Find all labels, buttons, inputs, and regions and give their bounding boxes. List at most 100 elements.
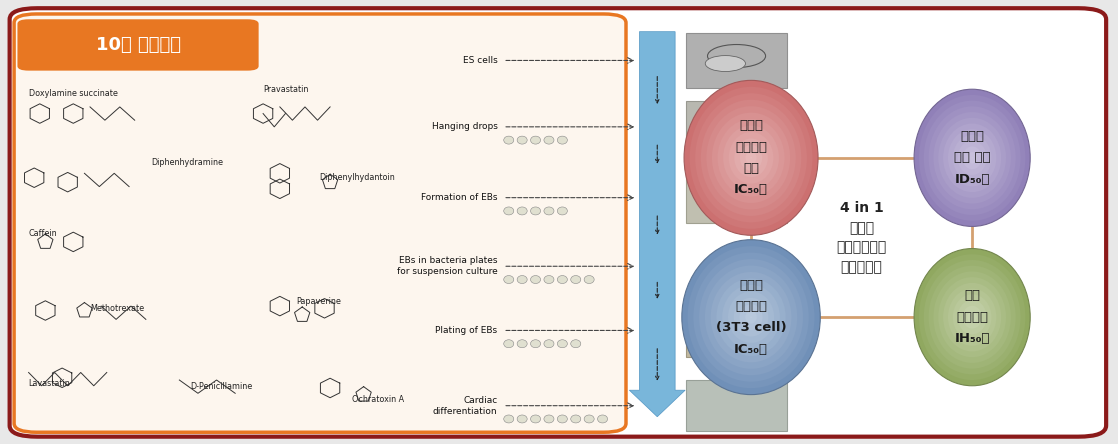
Ellipse shape bbox=[699, 259, 803, 375]
Ellipse shape bbox=[953, 135, 992, 181]
Text: 배상체: 배상체 bbox=[960, 130, 984, 143]
Ellipse shape bbox=[531, 276, 541, 284]
FancyBboxPatch shape bbox=[10, 8, 1106, 436]
Text: Lavastatin: Lavastatin bbox=[29, 379, 70, 388]
Ellipse shape bbox=[584, 415, 594, 423]
Text: (3T3 cell): (3T3 cell) bbox=[716, 321, 786, 334]
Ellipse shape bbox=[934, 271, 1011, 363]
Ellipse shape bbox=[544, 415, 555, 423]
Ellipse shape bbox=[929, 266, 1015, 369]
Text: Ochratoxin A: Ochratoxin A bbox=[352, 395, 405, 404]
Ellipse shape bbox=[728, 291, 774, 343]
Ellipse shape bbox=[504, 136, 514, 144]
Text: IH₅₀값: IH₅₀값 bbox=[955, 332, 989, 345]
Ellipse shape bbox=[558, 276, 567, 284]
Ellipse shape bbox=[531, 207, 541, 215]
Ellipse shape bbox=[915, 89, 1030, 226]
Text: D-Penicillamine: D-Penicillamine bbox=[190, 382, 253, 391]
Ellipse shape bbox=[544, 136, 555, 144]
Text: 세포: 세포 bbox=[743, 162, 759, 175]
Circle shape bbox=[690, 306, 784, 343]
Ellipse shape bbox=[948, 289, 996, 346]
Ellipse shape bbox=[723, 126, 779, 190]
Ellipse shape bbox=[739, 304, 762, 330]
Ellipse shape bbox=[584, 276, 594, 284]
Ellipse shape bbox=[558, 207, 567, 215]
Ellipse shape bbox=[558, 415, 567, 423]
Ellipse shape bbox=[972, 317, 973, 318]
Text: EBs in bacteria plates
for suspension culture: EBs in bacteria plates for suspension cu… bbox=[397, 256, 498, 276]
Ellipse shape bbox=[701, 100, 802, 216]
Ellipse shape bbox=[504, 207, 514, 215]
Ellipse shape bbox=[684, 80, 818, 235]
Ellipse shape bbox=[695, 93, 807, 222]
Ellipse shape bbox=[919, 95, 1025, 221]
Ellipse shape bbox=[707, 106, 796, 210]
FancyBboxPatch shape bbox=[686, 295, 787, 357]
Text: Hanging drops: Hanging drops bbox=[432, 123, 498, 131]
Ellipse shape bbox=[682, 240, 821, 395]
Text: 10종 독성물질: 10종 독성물질 bbox=[95, 36, 180, 54]
Text: Diphenylhydantoin: Diphenylhydantoin bbox=[319, 173, 395, 182]
FancyBboxPatch shape bbox=[686, 33, 787, 88]
Text: Pravastatin: Pravastatin bbox=[263, 85, 309, 94]
Ellipse shape bbox=[722, 285, 780, 349]
Ellipse shape bbox=[963, 306, 982, 329]
Ellipse shape bbox=[518, 207, 528, 215]
Ellipse shape bbox=[972, 157, 973, 159]
Text: 크기 변화: 크기 변화 bbox=[954, 151, 991, 164]
Ellipse shape bbox=[558, 136, 567, 144]
Ellipse shape bbox=[570, 340, 580, 348]
Ellipse shape bbox=[570, 276, 580, 284]
Ellipse shape bbox=[938, 118, 1006, 198]
Ellipse shape bbox=[746, 311, 757, 324]
Ellipse shape bbox=[944, 283, 1002, 352]
Ellipse shape bbox=[544, 207, 555, 215]
Polygon shape bbox=[629, 32, 685, 417]
Ellipse shape bbox=[735, 139, 768, 177]
Ellipse shape bbox=[929, 107, 1015, 209]
Text: ID₅₀값: ID₅₀값 bbox=[955, 173, 989, 186]
Ellipse shape bbox=[518, 340, 528, 348]
Ellipse shape bbox=[690, 87, 813, 229]
Text: 심근: 심근 bbox=[964, 289, 980, 302]
Text: Formation of EBs: Formation of EBs bbox=[421, 193, 498, 202]
Circle shape bbox=[705, 56, 746, 71]
Ellipse shape bbox=[958, 300, 987, 334]
Ellipse shape bbox=[544, 340, 555, 348]
Ellipse shape bbox=[915, 249, 1030, 386]
Ellipse shape bbox=[740, 145, 762, 171]
Text: IC₅₀값: IC₅₀값 bbox=[735, 342, 768, 356]
Text: 4 in 1
마우스
배아줄기세포
대체시험법: 4 in 1 마우스 배아줄기세포 대체시험법 bbox=[836, 201, 887, 274]
Ellipse shape bbox=[597, 415, 607, 423]
Ellipse shape bbox=[518, 136, 528, 144]
Text: Diphenhydramine: Diphenhydramine bbox=[151, 158, 224, 167]
Ellipse shape bbox=[558, 340, 567, 348]
Ellipse shape bbox=[504, 276, 514, 284]
Ellipse shape bbox=[504, 415, 514, 423]
Ellipse shape bbox=[750, 317, 751, 318]
Ellipse shape bbox=[544, 276, 555, 284]
Ellipse shape bbox=[688, 246, 815, 388]
Ellipse shape bbox=[729, 132, 774, 184]
Text: Caffein: Caffein bbox=[29, 229, 57, 238]
Ellipse shape bbox=[938, 277, 1006, 357]
Ellipse shape bbox=[705, 266, 797, 369]
Text: Doxylamine succinate: Doxylamine succinate bbox=[29, 89, 117, 98]
FancyBboxPatch shape bbox=[18, 19, 258, 71]
Ellipse shape bbox=[518, 276, 528, 284]
Ellipse shape bbox=[919, 254, 1025, 380]
Ellipse shape bbox=[531, 136, 541, 144]
Text: 미분화: 미분화 bbox=[739, 119, 764, 132]
FancyBboxPatch shape bbox=[686, 172, 787, 223]
FancyBboxPatch shape bbox=[686, 101, 787, 152]
Text: Plating of EBs: Plating of EBs bbox=[436, 326, 498, 335]
Ellipse shape bbox=[717, 278, 786, 356]
Ellipse shape bbox=[923, 260, 1021, 374]
Text: IC₅₀값: IC₅₀값 bbox=[735, 183, 768, 196]
Ellipse shape bbox=[504, 340, 514, 348]
Text: Beating: Beating bbox=[713, 352, 759, 362]
Ellipse shape bbox=[963, 147, 982, 169]
Text: Cardiac
differentiation: Cardiac differentiation bbox=[433, 396, 498, 416]
Ellipse shape bbox=[746, 151, 757, 164]
